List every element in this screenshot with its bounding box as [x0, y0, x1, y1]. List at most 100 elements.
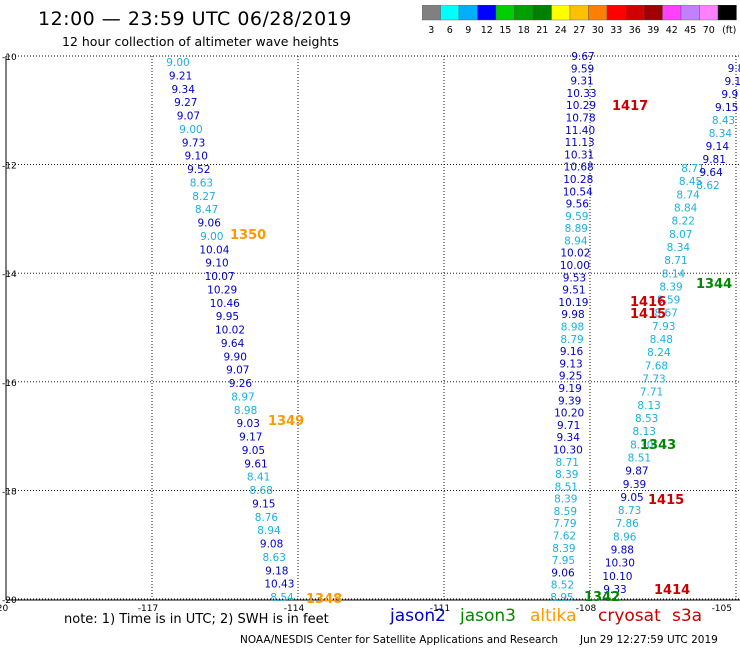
- swh-value: 10.54: [563, 186, 593, 198]
- swh-value: 9.13: [559, 358, 582, 370]
- swh-value: 8.34: [709, 128, 733, 140]
- swh-value: 8.39: [554, 494, 577, 506]
- swh-value: 8.71: [556, 457, 579, 469]
- swh-value: 9.00: [179, 124, 202, 136]
- swh-value: 10.02: [560, 248, 590, 260]
- swh-value: 10.31: [564, 149, 594, 161]
- legend-altika: altika: [530, 606, 577, 626]
- swh-value: 10.29: [566, 100, 596, 112]
- swh-value: 10.68: [564, 162, 594, 174]
- swh-value: 9.98: [561, 309, 584, 321]
- swh-value: 8.76: [255, 512, 279, 524]
- swh-value: 8.63: [190, 177, 213, 189]
- swh-value: 9.15: [715, 102, 738, 114]
- swh-value: 9.59: [565, 211, 588, 223]
- swh-value: 8.41: [247, 472, 270, 484]
- swh-value: 10.46: [210, 298, 240, 310]
- legend-cryosat: cryosat: [598, 606, 661, 626]
- swh-value: 8.43: [712, 115, 735, 127]
- swh-value: 9.51: [562, 285, 585, 297]
- swh-value: 8.63: [263, 552, 286, 564]
- swh-value: 8.22: [672, 216, 695, 228]
- units-note: note: 1) Time is in UTC; 2) SWH is in fe…: [64, 612, 329, 627]
- swh-value: 10.28: [563, 174, 593, 186]
- colorbar-label: (ft): [722, 25, 736, 36]
- swh-value: 8.89: [565, 223, 588, 235]
- swh-value: 9.10: [185, 151, 208, 163]
- swh-value: 8.94: [257, 525, 281, 537]
- swh-value: 8.13: [633, 426, 656, 438]
- swh-value: 8.98: [234, 405, 257, 417]
- swh-value: 8.94: [564, 235, 588, 247]
- swh-value: 8.67: [654, 308, 677, 320]
- pass-time-label: 1415: [648, 493, 684, 508]
- swh-value: 9.95: [216, 311, 239, 323]
- swh-value: 9.31: [570, 76, 593, 88]
- swh-value: 10.10: [602, 571, 632, 583]
- swh-value: 9.33: [603, 584, 626, 596]
- legend-jason2: jason2: [390, 606, 446, 626]
- swh-value: 9.10: [205, 258, 228, 270]
- swh-value: 9.52: [187, 164, 210, 176]
- colorbar-label: 70: [703, 25, 715, 36]
- swh-value: 9.26: [229, 378, 253, 390]
- swh-value: 9.21: [169, 70, 192, 82]
- swh-value: 9.34: [557, 432, 581, 444]
- colorbar-swatch: [717, 5, 737, 21]
- swh-value: 9.9: [721, 89, 738, 101]
- generated-timestamp: Jun 29 12:27:59 UTC 2019: [580, 634, 718, 646]
- swh-value: 9.00: [166, 57, 189, 69]
- colorbar-label: 3: [428, 25, 434, 36]
- swh-value: 8.98: [561, 322, 584, 334]
- pass-time-label: 1416: [630, 295, 666, 310]
- color-scale-bar: 3 6 9 12 15 18 21 24 27 30 33 36 39 42 45 70 (ft): [422, 5, 737, 36]
- colorbar-label: 12: [481, 25, 493, 36]
- swh-value: 9.56: [566, 199, 590, 211]
- swh-value: 10.07: [205, 271, 235, 283]
- swh-value: 9.88: [611, 545, 634, 557]
- swh-value: 8.96: [613, 531, 637, 543]
- longitude-tick-label: -117: [138, 604, 158, 614]
- swh-value: 10.33: [567, 88, 597, 100]
- swh-value: 8.53: [635, 413, 658, 425]
- swh-value: 7.86: [615, 518, 639, 530]
- swh-value: 7.95: [552, 555, 575, 567]
- swh-value: 8.59: [554, 506, 577, 518]
- swh-value: 8.84: [674, 202, 698, 214]
- swh-value: 8.07: [669, 229, 692, 241]
- colorbar-label: 15: [499, 25, 511, 36]
- pass-time-label: 1342: [584, 590, 620, 605]
- swh-value: 9.64: [699, 167, 723, 179]
- pass-time-label: 1417: [612, 99, 648, 114]
- swh-value: 8.68: [250, 485, 273, 497]
- swh-value: 7.68: [645, 360, 668, 372]
- swh-value: 10.78: [566, 112, 596, 124]
- swh-value: 8.47: [195, 204, 218, 216]
- longitude-tick-label: -111: [430, 604, 450, 614]
- colorbar-label: 39: [647, 25, 659, 36]
- swh-value: 8.51: [628, 452, 651, 464]
- longitude-tick-label: -108: [576, 604, 597, 614]
- swh-value: 8.39: [552, 543, 575, 555]
- swh-value: 9.07: [177, 111, 200, 123]
- swh-value: 8.45: [679, 176, 702, 188]
- swh-value: 8.74: [676, 189, 700, 201]
- swh-value: 8.71: [664, 255, 687, 267]
- swh-value: 9.16: [560, 346, 584, 358]
- swh-value: 10.30: [605, 558, 635, 570]
- pass-time-label: 1343: [640, 438, 676, 453]
- swh-value: 8.39: [659, 281, 682, 293]
- swh-value: 8.95: [550, 592, 573, 604]
- pass-time-label: 1349: [268, 414, 304, 429]
- swh-value: 9.39: [558, 395, 581, 407]
- pass-time-label: 1414: [654, 583, 690, 598]
- swh-value: 8.27: [192, 191, 215, 203]
- colorbar-label: 18: [518, 25, 530, 36]
- swh-value: 7.93: [652, 321, 675, 333]
- swh-value: 8.59: [657, 295, 680, 307]
- swh-value: 9.64: [221, 338, 245, 350]
- pass-time-label: 1348: [306, 592, 342, 607]
- swh-value: 9.71: [557, 420, 580, 432]
- swh-value: 8.52: [551, 580, 574, 592]
